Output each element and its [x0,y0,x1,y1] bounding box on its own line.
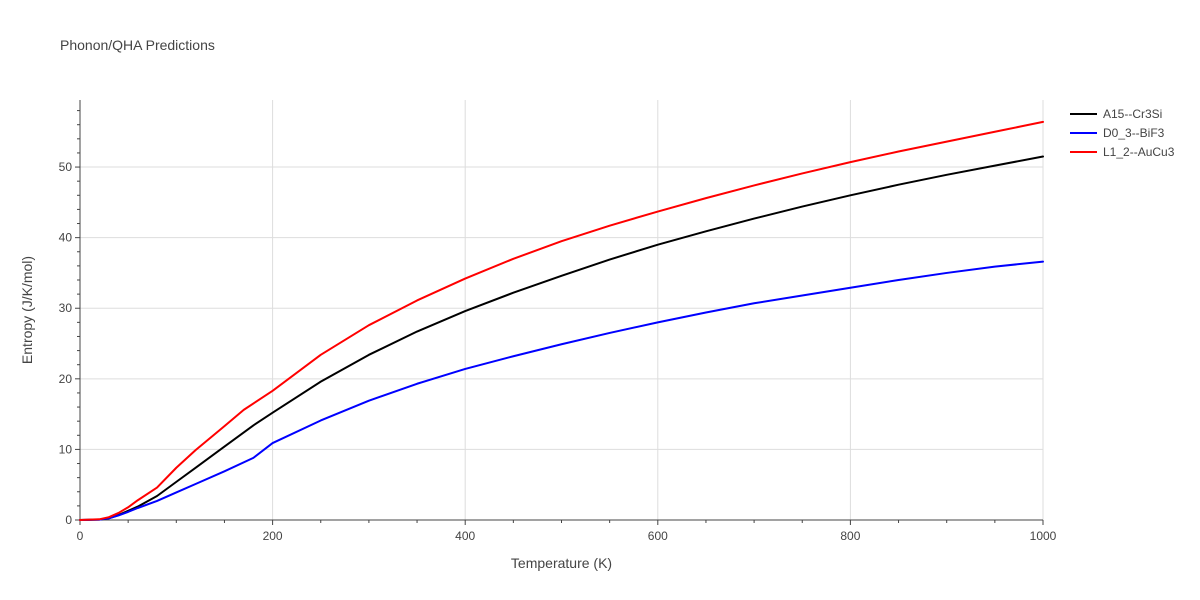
x-tick-label: 1000 [1030,529,1057,543]
legend-label-a15-cr3si: A15--Cr3Si [1103,107,1162,121]
x-tick-label: 600 [648,529,668,543]
y-tick-label: 0 [65,513,72,527]
series-line-l1-2-aucu3 [79,120,1044,521]
series-line-a15-cr3si [79,155,1044,521]
y-axis-title: Entropy (J/K/mol) [19,256,35,364]
x-tick-label: 200 [263,529,283,543]
grid-layer [80,100,1044,520]
x-axis-title: Temperature (K) [511,555,612,571]
series-line-d0-3-bif3 [79,260,1044,521]
y-tick-label: 20 [59,372,73,386]
x-tick-label: 400 [455,529,475,543]
legend: A15--Cr3Si D0_3--BiF3 L1_2--AuCu3 [1070,107,1175,159]
x-tick-label: 800 [840,529,860,543]
series-layer [79,120,1044,521]
legend-label-l1-2-aucu3: L1_2--AuCu3 [1103,145,1175,159]
x-tick-label: 0 [77,529,84,543]
y-tick-label: 10 [59,442,73,456]
y-tick-label: 50 [59,160,73,174]
y-tick-label: 40 [59,231,73,245]
legend-label-d0-3-bif3: D0_3--BiF3 [1103,126,1165,140]
axis-layer: 0 200 400 600 800 1000 0 10 20 30 40 50 [59,100,1057,543]
chart-title: Phonon/QHA Predictions [60,37,215,53]
y-tick-label: 30 [59,301,73,315]
